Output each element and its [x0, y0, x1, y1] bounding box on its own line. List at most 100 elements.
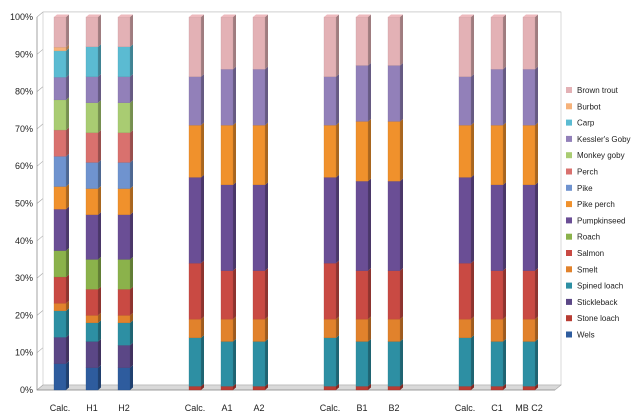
y-axis: 0% 10% 20% 30% 40% 50% 60% 70% 80% 90% 100% — [10, 12, 33, 395]
bar-segment-side — [66, 184, 69, 210]
x-tick-label: Calc. — [50, 403, 71, 413]
bar-segment-side — [336, 383, 339, 390]
bar-segment-side — [98, 186, 101, 215]
legend-swatch — [566, 298, 572, 305]
bar-segment-side — [233, 122, 236, 185]
bar-segment — [458, 337, 472, 387]
gridline-diagonal — [36, 198, 44, 204]
bar-segment — [355, 386, 369, 391]
bar-segment — [117, 132, 131, 163]
bar-segment-side — [265, 268, 268, 320]
bar-segment — [355, 16, 369, 66]
bar-segment — [522, 125, 536, 185]
bar-segment — [522, 69, 536, 126]
bar-segment-side — [201, 335, 204, 387]
bar-segment-side — [535, 316, 538, 342]
bar-segment-side — [130, 365, 133, 390]
gridline-diagonal — [36, 235, 44, 242]
legend-item: Roach — [566, 233, 600, 242]
bar-segment-side — [98, 212, 101, 260]
legend-swatch — [566, 217, 572, 224]
bar-segment-side — [265, 66, 268, 126]
bar-segment-side — [265, 182, 268, 271]
bar-segment — [53, 77, 67, 101]
legend-label: Smelt — [577, 265, 598, 274]
legend-label: Kessler's Goby — [577, 135, 631, 144]
bar-segment-side — [336, 74, 339, 126]
bar-segment-side — [130, 312, 133, 323]
bar-segment-side — [98, 130, 101, 163]
legend-item: Kessler's Goby — [566, 135, 631, 144]
legend-swatch — [566, 135, 572, 142]
legend-swatch — [566, 233, 572, 240]
bar-segment-side — [66, 334, 69, 364]
legend-swatch — [566, 87, 572, 93]
bar-segment — [85, 188, 99, 215]
bar-segment — [355, 341, 369, 387]
bar-segment-side — [535, 268, 538, 320]
bar-segment — [53, 337, 67, 364]
y-tick-label: 50% — [15, 199, 33, 209]
bar-segment-side — [201, 14, 204, 77]
bar-segment — [117, 289, 131, 316]
bar-segment — [85, 214, 99, 260]
bar-segment — [85, 322, 99, 342]
bar-segment-side — [98, 44, 101, 77]
bar-segment-side — [336, 122, 339, 178]
bar-stack — [220, 14, 236, 391]
bar-segment-side — [503, 66, 506, 126]
bar-segment — [522, 341, 536, 387]
bar-segment-side — [233, 182, 236, 271]
legend-item: Pike perch — [566, 200, 615, 209]
bar-segment-side — [66, 127, 69, 157]
y-tick-label: 90% — [15, 49, 33, 59]
bar-segment-side — [233, 268, 236, 320]
bar-segment — [85, 341, 99, 368]
bar-segment — [53, 276, 67, 304]
bar-segment — [252, 341, 266, 387]
bar-top-cap — [356, 14, 371, 17]
bar-segment-side — [368, 383, 371, 390]
bar-segment-side — [368, 118, 371, 182]
y-tick-label: 40% — [15, 236, 33, 246]
bar-stack — [323, 14, 339, 391]
x-tick-label: Calc. — [455, 403, 476, 413]
legend-item: Brown trout — [566, 86, 619, 95]
gridline-diagonal — [36, 86, 44, 92]
bar-top-cap — [459, 14, 474, 17]
legend-label: Stone loach — [577, 314, 619, 323]
bar-top-cap — [221, 14, 236, 17]
legend-label: Stickleback — [577, 298, 618, 307]
bar-segment-side — [201, 316, 204, 338]
bar-segment-side — [471, 174, 474, 264]
bar-segment — [188, 177, 202, 264]
bar-segment-side — [98, 74, 101, 103]
y-tick-label: 70% — [15, 124, 33, 134]
bar-stack — [85, 14, 101, 391]
bar-segment-side — [400, 118, 403, 182]
bar-top-cap — [324, 14, 339, 17]
bar-segment — [458, 76, 472, 126]
bar-segment — [53, 16, 67, 48]
y-tick-label: 80% — [15, 87, 33, 97]
bar-segment-side — [130, 159, 133, 189]
bar-segment-side — [400, 178, 403, 271]
bar-segment-side — [535, 339, 538, 387]
bar-segment — [490, 125, 504, 185]
bar-stack — [53, 14, 69, 391]
bar-segment-side — [336, 174, 339, 264]
bar-segment-side — [66, 248, 69, 277]
bar-segment — [188, 318, 202, 338]
bar-segment-side — [130, 212, 133, 260]
bar-segment-side — [66, 308, 69, 338]
legend-swatch — [566, 168, 572, 175]
bar-top-cap — [491, 14, 506, 17]
bar-segment — [53, 209, 67, 251]
bar-segment — [355, 65, 369, 122]
bar-segment-side — [400, 62, 403, 122]
bar-segment — [220, 125, 234, 185]
bar-segment — [117, 214, 131, 260]
x-tick-label: A2 — [253, 403, 264, 413]
bar-top-cap — [253, 14, 268, 17]
bar-segment — [53, 303, 67, 312]
